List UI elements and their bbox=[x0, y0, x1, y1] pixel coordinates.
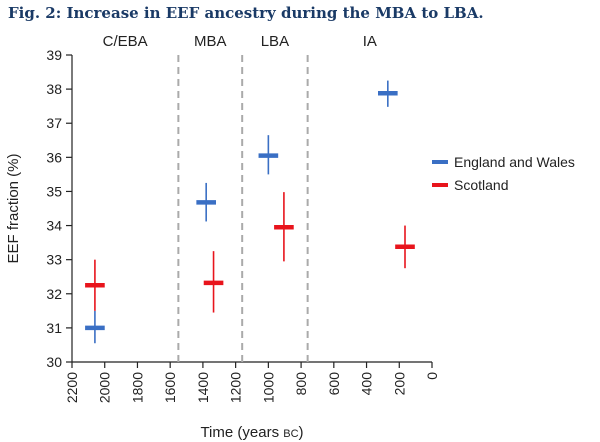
x-tick-label: 0 bbox=[424, 372, 440, 380]
x-tick-label: 200 bbox=[391, 372, 407, 396]
y-tick-label: 34 bbox=[46, 218, 62, 234]
scotland-legend-label: Scotland bbox=[454, 177, 508, 193]
y-tick-label: 35 bbox=[46, 183, 62, 199]
x-tick-label: 800 bbox=[293, 372, 309, 396]
x-tick-label: 2000 bbox=[97, 372, 113, 403]
x-tick-label: 400 bbox=[359, 372, 375, 396]
period-label: IA bbox=[363, 33, 377, 50]
y-tick-label: 31 bbox=[46, 320, 62, 336]
x-tick-label: 1200 bbox=[228, 372, 244, 403]
x-tick-label: 1600 bbox=[162, 372, 178, 403]
x-tick-label: 1800 bbox=[129, 372, 145, 403]
y-tick-label: 32 bbox=[46, 286, 62, 302]
x-tick-label: 1000 bbox=[260, 372, 276, 403]
y-tick-label: 36 bbox=[46, 149, 62, 165]
x-tick-label: 1400 bbox=[195, 372, 211, 403]
y-tick-label: 39 bbox=[46, 47, 62, 63]
period-label: C/EBA bbox=[103, 33, 148, 50]
period-label: MBA bbox=[194, 33, 227, 50]
y-tick-label: 33 bbox=[46, 252, 62, 268]
y-tick-label: 37 bbox=[46, 115, 62, 131]
figure-title: Fig. 2: Increase in EEF ancestry during … bbox=[8, 4, 484, 22]
y-axis-title: EEF fraction (%) bbox=[5, 153, 22, 263]
period-label: LBA bbox=[261, 33, 289, 50]
x-tick-label: 600 bbox=[326, 372, 342, 396]
x-axis-title: Time (years BC) bbox=[200, 424, 303, 441]
y-tick-label: 30 bbox=[46, 354, 62, 370]
x-tick-label: 2200 bbox=[64, 372, 80, 403]
y-tick-label: 38 bbox=[46, 81, 62, 97]
england-and-wales-legend-label: England and Wales bbox=[454, 154, 575, 170]
